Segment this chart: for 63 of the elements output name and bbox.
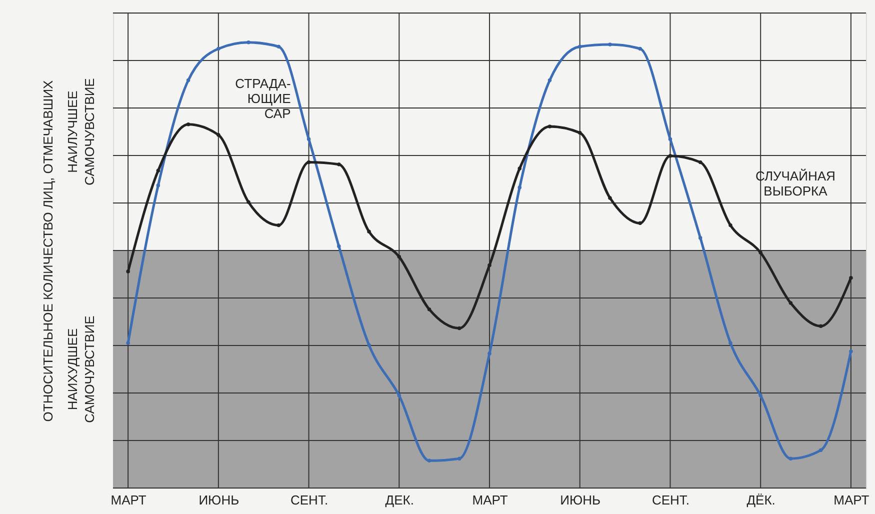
point [758, 394, 762, 398]
point [397, 394, 402, 398]
point [668, 154, 672, 158]
point [849, 276, 853, 280]
point [126, 270, 130, 274]
point [458, 456, 462, 460]
point [458, 326, 462, 330]
point [849, 350, 853, 354]
point [578, 44, 582, 48]
x-tick-label: ДЁК. [746, 492, 776, 508]
x-tick-label: СЕНТ. [290, 492, 328, 508]
point [337, 244, 341, 248]
point [818, 324, 823, 328]
point [668, 137, 672, 141]
point [818, 448, 823, 452]
point [367, 343, 371, 347]
point [788, 456, 793, 460]
point [608, 196, 612, 200]
x-tick-label: ДЕК. [385, 492, 414, 508]
point [216, 133, 220, 137]
point [698, 236, 702, 240]
point [126, 341, 130, 345]
x-tick-label: МАРТ [110, 492, 146, 508]
point [488, 263, 492, 268]
point [337, 162, 341, 166]
point [306, 137, 311, 141]
point [518, 166, 522, 170]
point [728, 341, 732, 345]
point [156, 183, 160, 188]
text: НАИЛУЧШЕЕ САМОЧУВСТВИЕ [65, 78, 97, 186]
x-tick-label: ИЮНЬ [198, 492, 240, 508]
point [276, 223, 281, 228]
point [638, 46, 642, 51]
point [397, 254, 402, 259]
point [608, 42, 612, 46]
text: НАИХУДШЕЕ САМОЧУВСТВИЕ [65, 315, 97, 423]
series-label: СТРАДА- ЮЩИЕ САР [235, 76, 292, 122]
point [216, 46, 220, 51]
point [427, 458, 432, 463]
point [788, 301, 793, 305]
x-tick-label: СЕНТ. [652, 492, 690, 508]
point [638, 221, 642, 226]
point [698, 160, 702, 164]
point [276, 44, 281, 48]
point [186, 122, 190, 126]
point [758, 250, 762, 254]
x-tick-label: МАРТ [472, 492, 508, 508]
y-axis-title: ОТНОСИТЕЛЬНОЕ КОЛИЧЕСТВО ЛИЦ, ОТМЕЧАВШИХ [40, 80, 56, 422]
point [488, 352, 492, 356]
point [548, 124, 552, 128]
point [246, 200, 250, 204]
point [186, 78, 190, 82]
point [578, 130, 582, 135]
point [156, 168, 160, 172]
point [728, 223, 732, 228]
point [427, 307, 432, 312]
point [518, 186, 522, 190]
point [367, 230, 371, 234]
x-tick-label: МАРТ [834, 492, 870, 508]
x-tick-label: ИЮНЬ [560, 492, 601, 508]
point [548, 78, 552, 82]
point [246, 40, 250, 44]
point [306, 160, 311, 164]
